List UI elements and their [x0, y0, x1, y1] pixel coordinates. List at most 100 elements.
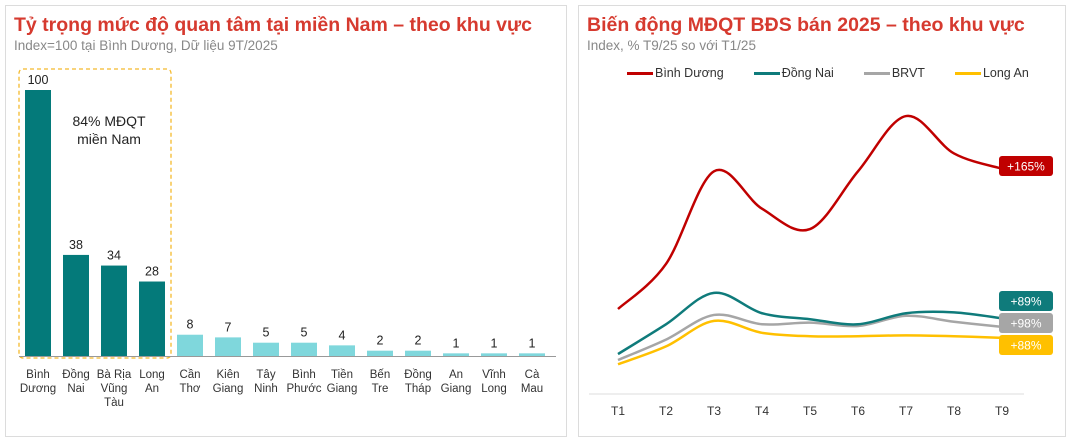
x-tick-label: Vĩnh	[482, 369, 506, 381]
end-label-bg	[999, 335, 1053, 355]
end-label-text: +88%	[1010, 339, 1041, 353]
data-label: 5	[263, 326, 270, 340]
data-label: 38	[69, 238, 83, 252]
bar	[101, 265, 127, 356]
data-label: 8	[187, 318, 194, 332]
bar	[25, 90, 51, 356]
x-tick-label: An	[145, 383, 159, 395]
x-tick-label: Bình	[292, 369, 316, 381]
x-tick-label: Long	[481, 383, 507, 395]
bar	[329, 345, 355, 356]
data-label: 34	[107, 249, 121, 263]
x-tick-label: Tiền	[331, 369, 353, 381]
x-tick-label: Giang	[327, 383, 358, 395]
bar	[215, 337, 241, 356]
end-label-text: +98%	[1010, 317, 1041, 331]
end-label: +88%	[999, 335, 1053, 355]
end-label-bg	[999, 156, 1053, 176]
x-tick-label: Đồng	[404, 369, 432, 381]
legend-label: Đồng Nai	[781, 66, 834, 80]
legend-swatch	[863, 71, 890, 75]
x-tick-label: T8	[947, 404, 961, 418]
x-tick-label: Thơ	[180, 383, 201, 395]
x-tick-label: Phước	[286, 383, 321, 395]
bar	[177, 334, 203, 356]
x-tick-label: Giang	[441, 383, 472, 395]
end-label-text: +165%	[1007, 160, 1045, 174]
line-chart-title: Biến động MĐQT BĐS bán 2025 – theo khu v…	[587, 14, 1025, 36]
x-tick-label: Tháp	[405, 383, 431, 395]
legend-item: Bình Dương	[627, 66, 724, 80]
x-tick-label: Mau	[521, 383, 543, 395]
annotation: 84% MĐQT	[72, 113, 146, 129]
data-label: 100	[28, 73, 49, 87]
bar	[291, 342, 317, 356]
x-tick-label: Bến	[370, 369, 390, 381]
data-label: 7	[225, 320, 232, 334]
x-tick-label: Dương	[20, 383, 56, 395]
end-label-bg	[999, 313, 1053, 333]
x-tick-label: Long	[139, 369, 165, 381]
series-line	[617, 313, 1003, 362]
x-tick-label: An	[449, 369, 463, 381]
data-label: 1	[529, 336, 536, 350]
legend-label: Long An	[982, 66, 1029, 80]
legend-label: Bình Dương	[655, 66, 724, 80]
bar	[405, 350, 431, 356]
data-label: 2	[415, 334, 422, 348]
bar	[63, 254, 89, 356]
bar	[481, 353, 507, 356]
bar-chart-subtitle: Index=100 tại Bình Dương, Dữ liệu 9T/202…	[14, 38, 278, 53]
data-label: 1	[453, 336, 460, 350]
x-tick-label: Kiên	[216, 369, 239, 381]
x-tick-label: T1	[611, 404, 625, 418]
highlight-box	[18, 68, 172, 359]
bar	[253, 342, 279, 356]
legend: Bình Dương Đồng Nai BRVT Long An	[627, 66, 1029, 80]
x-tick-label: T2	[659, 404, 673, 418]
bar-chart-title: Tỷ trọng mức độ quan tâm tại miền Nam – …	[14, 14, 532, 36]
x-tick-label: Tre	[372, 383, 389, 395]
legend-swatch	[954, 71, 981, 75]
bar-chart-panel: Tỷ trọng mức độ quan tâm tại miền Nam – …	[5, 5, 567, 437]
x-tick-label: Giang	[213, 383, 244, 395]
series-line	[617, 114, 1003, 310]
data-label: 1	[491, 336, 498, 350]
data-label: 2	[377, 334, 384, 348]
end-label: +89%	[999, 291, 1053, 311]
end-label: +98%	[999, 313, 1053, 333]
x-tick-label: T7	[899, 404, 913, 418]
x-tick-label: Bình	[26, 369, 50, 381]
line-chart-subtitle: Index, % T9/25 so với T1/25	[587, 38, 756, 53]
x-tick-label: T3	[707, 404, 721, 418]
x-tick-label: Nai	[67, 383, 84, 395]
line-chart: T1 T2 T3 T4 T5 T6 T7 T8 T9 +165% +89% +98% +88%	[589, 114, 1053, 418]
series-line	[617, 291, 1003, 356]
x-tick-label: T4	[755, 404, 769, 418]
x-tick-label: Cần	[179, 369, 200, 381]
legend-swatch	[753, 71, 780, 75]
legend-swatch	[627, 71, 653, 75]
data-label: 4	[339, 328, 346, 342]
x-tick-label: T6	[851, 404, 865, 418]
series-line	[617, 319, 1003, 366]
x-tick-label: Bà Rịa	[97, 369, 132, 381]
x-tick-label: Ninh	[254, 383, 278, 395]
legend-item: Đồng Nai	[753, 66, 834, 80]
x-tick-label: Cà	[525, 369, 540, 381]
annotation: miền Nam	[77, 131, 141, 147]
x-tick-label: Tàu	[104, 397, 124, 409]
data-label: 5	[301, 326, 308, 340]
end-label: +165%	[999, 156, 1053, 176]
line-chart-panel: Biến động MĐQT BĐS bán 2025 – theo khu v…	[578, 5, 1066, 437]
end-label-text: +89%	[1010, 295, 1041, 309]
x-tick-label: T9	[995, 404, 1009, 418]
bar	[367, 350, 393, 356]
bar	[139, 281, 165, 356]
end-label-bg	[999, 291, 1053, 311]
legend-label: BRVT	[891, 66, 925, 80]
bar	[443, 353, 469, 356]
x-tick-label: T5	[803, 404, 817, 418]
legend-item: Long An	[954, 66, 1029, 80]
